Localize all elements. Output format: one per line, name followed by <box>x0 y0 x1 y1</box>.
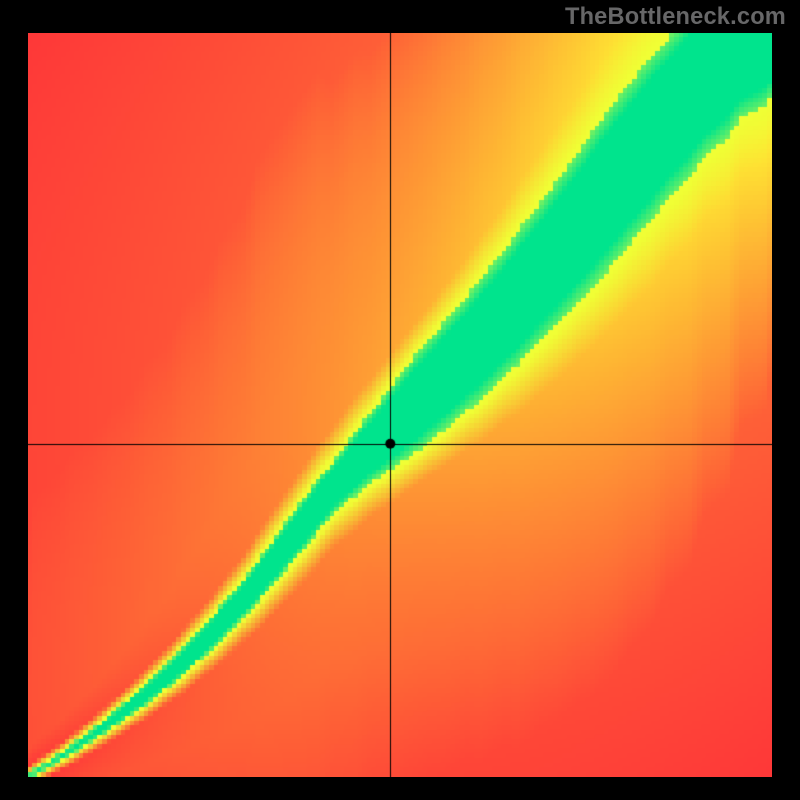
bottleneck-heatmap <box>28 33 772 777</box>
chart-frame: TheBottleneck.com <box>0 0 800 800</box>
watermark-text: TheBottleneck.com <box>565 4 786 31</box>
